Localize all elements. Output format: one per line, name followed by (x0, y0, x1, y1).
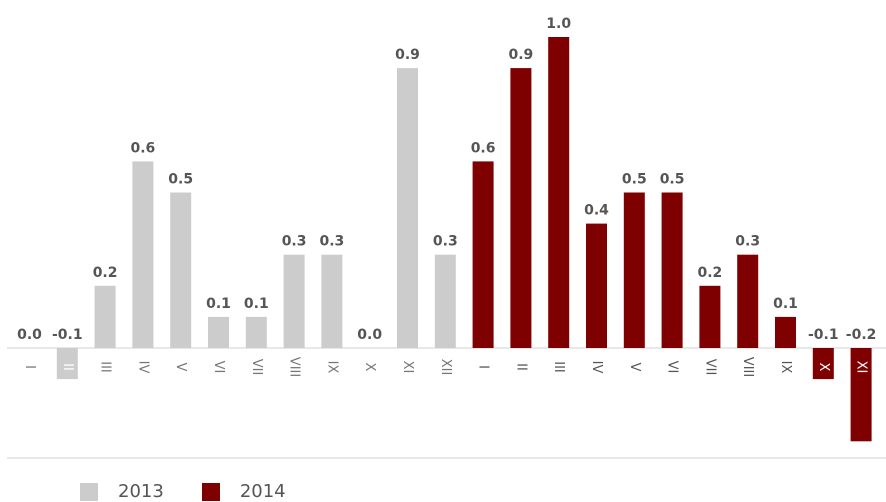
legend-swatch-2013 (80, 482, 98, 501)
x-tick-2013-X: X (362, 363, 377, 372)
bar-2013-XI (397, 68, 418, 348)
bar-2014-XI (850, 348, 872, 442)
x-tick-2014-VIII: VIII (740, 357, 755, 377)
value-label-2014-VII: 0.2 (697, 265, 722, 281)
x-tick-2013-IX: IX (324, 361, 339, 374)
x-tick-2013-V: V (173, 363, 188, 372)
x-tick-2013-VI: VI (211, 361, 226, 374)
x-tick-2014-IX: IX (778, 361, 793, 374)
bar-2013-III (94, 285, 116, 348)
x-tick-2013-II: II (60, 363, 75, 371)
x-tick-2014-II: II (513, 363, 528, 371)
value-label-2014-IX: 0.1 (773, 296, 798, 312)
bar-2013-VIII (283, 254, 305, 348)
value-label-2013-XII: 0.3 (433, 234, 458, 250)
legend-item-2014: 2014 (201, 481, 286, 502)
bar-2014-VIII (737, 254, 759, 348)
value-label-2013-VIII: 0.3 (282, 234, 307, 250)
value-label-2013-II: -0.1 (52, 327, 83, 343)
bar-2014-X (812, 348, 834, 380)
value-label-2013-I: 0.0 (17, 327, 42, 343)
value-label-2014-X: -0.1 (808, 327, 839, 343)
value-label-2014-I: 0.6 (471, 140, 496, 156)
legend-item-2013: 2013 (80, 481, 164, 502)
x-tick-2013-XII: XII (438, 359, 453, 376)
bar-2013-IX (321, 254, 343, 348)
value-label-2013-III: 0.2 (93, 265, 118, 281)
x-tick-2013-VIII: VIII (287, 357, 302, 377)
value-label-2014-XI: -0.2 (846, 327, 877, 343)
x-tick-2013-VII: VII (249, 359, 264, 376)
bar-2014-VI (661, 192, 683, 348)
bar-2013-IV (132, 161, 154, 348)
bar-2014-IV (586, 223, 607, 348)
bar-2013-II (56, 348, 78, 380)
bar-2014-II (510, 68, 532, 348)
value-label-2014-II: 0.9 (508, 47, 533, 63)
value-label-2013-VII: 0.1 (244, 296, 269, 312)
bar-2014-V (623, 192, 645, 348)
x-tick-2014-VI: VI (665, 361, 680, 374)
value-label-2014-III: 1.0 (546, 16, 571, 32)
value-label-2014-V: 0.5 (622, 172, 647, 188)
bar-2014-I (472, 161, 494, 348)
value-label-2013-X: 0.0 (357, 327, 382, 343)
x-tick-2014-IV: IV (589, 361, 604, 374)
x-tick-2013-IV: IV (135, 361, 150, 374)
bar-2014-VII (699, 285, 721, 348)
value-label-2013-XI: 0.9 (395, 47, 420, 63)
x-tick-2014-I: I (476, 365, 491, 369)
value-label-2013-IV: 0.6 (130, 140, 155, 156)
value-label-2013-IX: 0.3 (319, 234, 344, 250)
x-tick-2014-X: X (816, 363, 831, 372)
legend-label-2014: 2014 (239, 481, 286, 502)
bar-2013-VII (245, 316, 267, 348)
x-tick-2013-III: III (98, 361, 113, 373)
x-tick-2014-VII: VII (702, 359, 717, 376)
x-tick-2014-V: V (627, 363, 642, 372)
value-label-2014-VI: 0.5 (660, 172, 685, 188)
x-tick-2013-I: I (22, 365, 37, 369)
bar-2013-V (170, 192, 192, 348)
legend-swatch-2014 (201, 482, 220, 501)
value-label-2013-V: 0.5 (168, 172, 193, 188)
legend: 2013 2014 (80, 481, 286, 502)
value-label-2014-IV: 0.4 (584, 203, 609, 219)
bar-2013-XII (434, 254, 456, 348)
x-tick-2013-XI: XI (400, 361, 415, 374)
bar-2014-III (548, 37, 570, 348)
x-tick-2014-XI: XI (854, 361, 869, 374)
legend-label-2013: 2013 (118, 481, 164, 502)
x-tick-2014-III: III (551, 361, 566, 373)
value-label-2014-VIII: 0.3 (735, 234, 760, 250)
bar-2013-VI (208, 316, 229, 348)
value-label-2013-VI: 0.1 (206, 296, 231, 312)
bar-2014-IX (775, 316, 796, 348)
